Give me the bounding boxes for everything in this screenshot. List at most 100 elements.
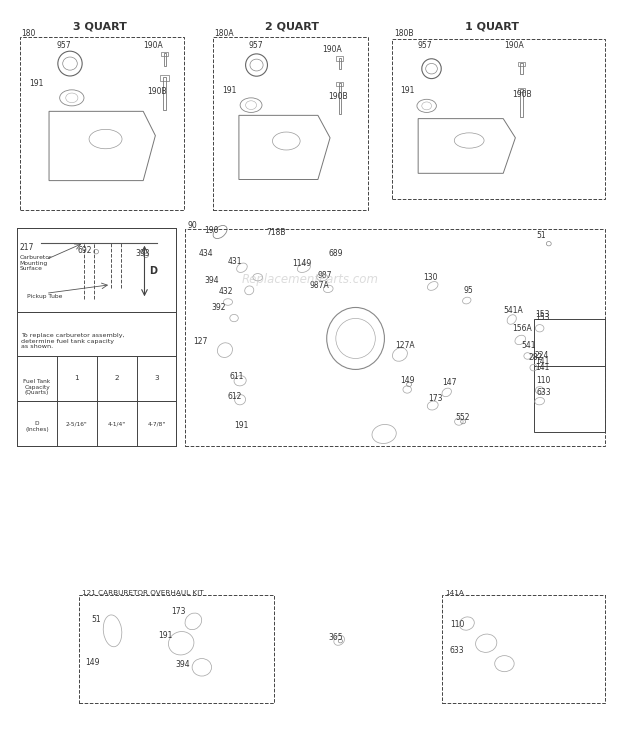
Text: 190A: 190A	[322, 45, 342, 54]
Text: 180B: 180B	[394, 29, 414, 38]
Text: 147: 147	[443, 378, 457, 388]
Text: 156A: 156A	[512, 324, 531, 333]
Bar	[213, 36, 368, 210]
Text: 4-1/4": 4-1/4"	[107, 421, 126, 426]
Text: 141A: 141A	[445, 590, 464, 596]
Bar	[163, 77, 166, 110]
Bar	[339, 83, 341, 114]
Text: Fuel Tank
Capacity
(Quarts): Fuel Tank Capacity (Quarts)	[24, 379, 51, 395]
Text: 552: 552	[456, 413, 471, 422]
Bar	[17, 356, 176, 401]
Text: 393: 393	[135, 249, 149, 258]
Bar	[534, 366, 605, 432]
Text: 110: 110	[536, 376, 551, 385]
Bar	[79, 595, 273, 703]
Text: 173: 173	[428, 394, 443, 403]
Bar	[164, 54, 166, 66]
Bar	[339, 58, 341, 69]
Text: 692: 692	[78, 246, 92, 254]
Text: 224: 224	[535, 351, 549, 360]
Text: 190A: 190A	[143, 41, 162, 50]
Text: 2 QUART: 2 QUART	[265, 22, 319, 31]
Text: 191: 191	[29, 80, 43, 89]
Text: 689: 689	[328, 248, 343, 257]
Text: 541: 541	[521, 341, 536, 350]
Text: 180A: 180A	[215, 29, 234, 38]
Text: 392: 392	[211, 304, 226, 312]
Bar	[17, 401, 176, 446]
Text: 987: 987	[317, 271, 332, 280]
Text: 149: 149	[400, 376, 414, 385]
Text: 541A: 541A	[503, 306, 523, 315]
Text: 173: 173	[172, 606, 186, 615]
Text: 141: 141	[536, 357, 550, 366]
Bar	[520, 63, 523, 74]
Text: 127: 127	[193, 338, 208, 347]
Text: 1149: 1149	[292, 260, 311, 269]
Text: 957: 957	[56, 41, 71, 50]
Text: 51: 51	[536, 231, 546, 240]
Text: 1: 1	[74, 375, 79, 381]
Text: 431: 431	[228, 257, 242, 266]
Text: 633: 633	[450, 646, 464, 655]
Bar	[443, 595, 605, 703]
Bar	[534, 318, 605, 366]
Bar	[185, 229, 604, 446]
Text: 365: 365	[328, 633, 343, 642]
Text: 282: 282	[529, 353, 543, 362]
Text: 633: 633	[536, 388, 551, 397]
Bar	[520, 89, 523, 117]
Text: 190: 190	[204, 226, 219, 235]
Text: 190B: 190B	[512, 89, 531, 98]
Text: 149: 149	[85, 658, 100, 667]
Text: 612: 612	[228, 392, 242, 401]
Text: 95: 95	[463, 286, 473, 295]
Text: 190B: 190B	[328, 92, 348, 100]
Text: 127A: 127A	[395, 341, 415, 350]
Text: To replace carburetor assembly,
determine fuel tank capacity
as shown.: To replace carburetor assembly, determin…	[21, 333, 124, 350]
Text: 121 CARBURETOR OVERHAUL KIT: 121 CARBURETOR OVERHAUL KIT	[82, 590, 204, 596]
Text: D: D	[149, 266, 157, 276]
Text: 153: 153	[536, 310, 550, 318]
Text: 217: 217	[20, 243, 34, 251]
Text: 434: 434	[198, 249, 213, 258]
Text: 2-5/16": 2-5/16"	[66, 421, 87, 426]
Bar	[392, 39, 604, 199]
Text: 3: 3	[154, 375, 159, 381]
Bar	[160, 75, 169, 80]
Text: 394: 394	[204, 275, 219, 284]
Text: 611: 611	[230, 372, 244, 381]
Text: D
(Inches): D (Inches)	[25, 421, 49, 432]
Text: 987A: 987A	[310, 281, 330, 290]
Text: 153: 153	[535, 313, 549, 322]
Bar	[518, 62, 525, 66]
Text: 4-7/8": 4-7/8"	[148, 421, 166, 426]
Text: 191: 191	[223, 86, 237, 95]
Text: 957: 957	[417, 41, 432, 50]
Text: 180: 180	[21, 29, 36, 38]
Text: Carburetor
Mounting
Surface: Carburetor Mounting Surface	[20, 254, 52, 272]
Bar	[17, 312, 176, 356]
Text: 394: 394	[175, 661, 190, 670]
Bar	[17, 228, 176, 312]
Bar	[336, 82, 343, 86]
Text: 957: 957	[248, 41, 263, 50]
Text: 141: 141	[535, 363, 549, 372]
Text: 3 QUART: 3 QUART	[73, 22, 127, 31]
Text: 110: 110	[450, 620, 464, 629]
Bar	[336, 57, 343, 61]
Text: 432: 432	[219, 287, 233, 296]
Text: 1 QUART: 1 QUART	[465, 22, 520, 31]
Text: 190A: 190A	[505, 41, 524, 50]
Text: 190B: 190B	[147, 86, 167, 96]
Text: 90: 90	[187, 221, 197, 230]
Bar	[20, 36, 184, 210]
Bar	[161, 52, 169, 57]
Text: Pickup Tube: Pickup Tube	[27, 294, 62, 299]
Text: 2: 2	[114, 375, 119, 381]
Text: 191: 191	[234, 421, 249, 430]
Text: 191: 191	[400, 86, 414, 95]
Text: 51: 51	[91, 615, 101, 623]
Text: ReplacementParts.com: ReplacementParts.com	[242, 273, 378, 286]
Bar	[17, 228, 176, 446]
